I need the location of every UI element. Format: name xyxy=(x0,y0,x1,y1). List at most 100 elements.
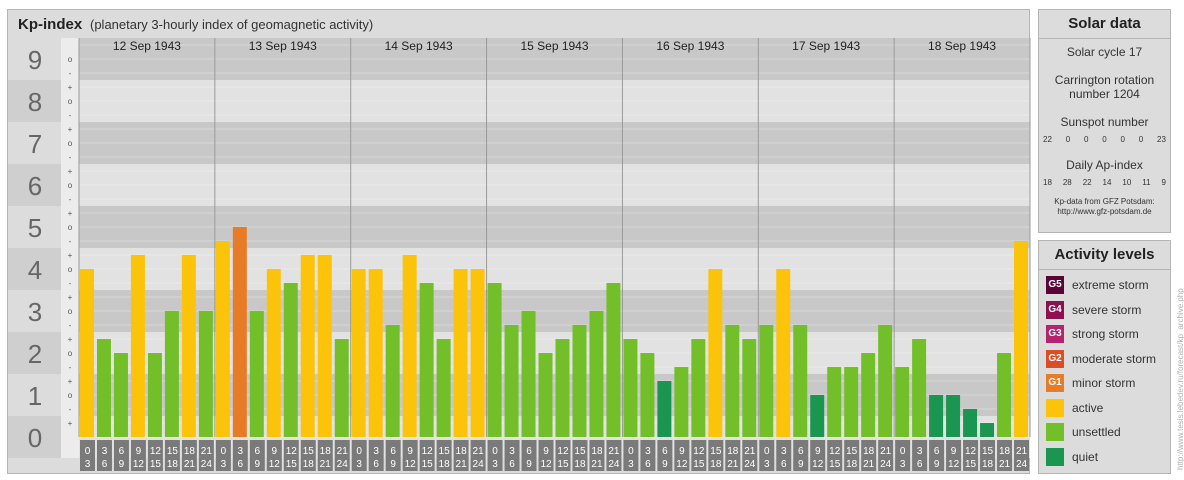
kp-bar xyxy=(164,311,179,437)
time-start-label: 12 xyxy=(965,446,977,457)
kp-bar xyxy=(674,366,689,437)
time-box xyxy=(980,440,996,471)
sublevel-mark: + xyxy=(68,251,73,260)
time-box xyxy=(266,440,282,471)
kp-bar xyxy=(80,269,94,437)
time-end-label: 21 xyxy=(456,459,468,470)
sublevel-mark: o xyxy=(68,349,73,358)
time-start-label: 12 xyxy=(286,446,298,457)
sublevel-mark: + xyxy=(68,377,73,386)
sunspot-value: 0 xyxy=(1083,135,1089,144)
y-tick-label: 3 xyxy=(28,297,42,327)
time-box xyxy=(810,440,826,471)
activity-level-row: quiet xyxy=(1039,445,1170,470)
ap-value: 28 xyxy=(1062,178,1072,187)
day-label: 16 Sep 1943 xyxy=(656,39,724,53)
kp-chart: Kp-index (planetary 3-hourly index of ge… xyxy=(8,16,1031,471)
time-box xyxy=(215,440,231,471)
kp-bar xyxy=(708,269,723,437)
time-box xyxy=(436,440,452,471)
activity-color-swatch: G1 xyxy=(1046,374,1064,393)
kp-bar xyxy=(1014,240,1028,437)
time-end-label: 3 xyxy=(221,459,227,470)
kp-bar xyxy=(113,353,128,437)
kp-bar xyxy=(334,339,349,437)
sunspot-value: 0 xyxy=(1102,135,1107,144)
chart-title: Kp-index xyxy=(18,16,83,33)
kp-bar xyxy=(419,282,434,437)
kp-bar xyxy=(283,282,298,437)
kp-bar xyxy=(130,255,145,437)
day-label: 18 Sep 1943 xyxy=(928,39,996,53)
time-start-label: 15 xyxy=(574,446,586,457)
kp-bar xyxy=(402,255,417,437)
time-box xyxy=(623,440,639,471)
time-start-label: 15 xyxy=(846,446,858,457)
time-box xyxy=(895,440,911,471)
time-end-label: 15 xyxy=(150,459,162,470)
time-end-label: 6 xyxy=(373,459,379,470)
kp-bar xyxy=(538,353,553,437)
time-end-label: 18 xyxy=(710,459,722,470)
kp-bar xyxy=(929,395,944,437)
time-start-label: 3 xyxy=(917,446,923,457)
time-box xyxy=(334,440,350,471)
time-start-label: 18 xyxy=(863,446,875,457)
time-start-label: 18 xyxy=(999,446,1011,457)
time-end-label: 15 xyxy=(557,459,569,470)
time-start-label: 0 xyxy=(356,446,362,457)
sunspot-value: 0 xyxy=(1138,135,1144,144)
time-end-label: 18 xyxy=(167,459,179,470)
activity-level-row: G3 strong storm xyxy=(1039,322,1170,347)
time-end-label: 3 xyxy=(764,459,770,470)
time-box xyxy=(946,440,962,471)
time-start-label: 3 xyxy=(509,446,515,457)
sublevel-mark: o xyxy=(68,181,73,190)
kp-bar xyxy=(504,324,519,437)
time-end-label: 9 xyxy=(526,459,532,470)
solar-panel-title: Solar data xyxy=(1039,10,1170,39)
activity-color-swatch: G3 xyxy=(1046,325,1064,344)
time-start-label: 6 xyxy=(798,446,804,457)
time-end-label: 12 xyxy=(948,459,960,470)
ap-value: 18 xyxy=(1043,178,1052,187)
time-end-label: 9 xyxy=(255,459,261,470)
sublevel-mark: o xyxy=(68,223,73,232)
time-end-label: 6 xyxy=(238,459,244,470)
time-box xyxy=(657,440,673,471)
time-box xyxy=(589,440,605,471)
sublevel-mark: - xyxy=(69,237,72,246)
time-start-label: 21 xyxy=(473,446,485,457)
time-end-label: 3 xyxy=(356,459,362,470)
time-start-label: 18 xyxy=(184,446,196,457)
time-end-label: 15 xyxy=(286,459,298,470)
time-box xyxy=(453,440,469,471)
time-end-label: 15 xyxy=(965,459,977,470)
activity-color-swatch xyxy=(1046,423,1064,442)
kp-bar xyxy=(368,269,383,437)
sublevel-mark: + xyxy=(68,83,73,92)
time-start-label: 9 xyxy=(543,446,549,457)
sunspot-label: Sunspot number xyxy=(1060,115,1149,129)
ap-value: 14 xyxy=(1102,178,1112,187)
kp-bar xyxy=(572,324,587,437)
kp-bar xyxy=(589,311,604,437)
y-tick-label: 1 xyxy=(28,381,42,411)
sublevel-mark: o xyxy=(68,97,73,106)
time-end-label: 12 xyxy=(812,459,824,470)
sublevel-mark: + xyxy=(68,335,73,344)
time-start-label: 15 xyxy=(439,446,451,457)
time-box xyxy=(470,440,486,471)
time-box xyxy=(929,440,945,471)
y-band-mark-bg xyxy=(61,290,79,332)
sublevel-mark: o xyxy=(68,307,73,316)
y-band-label-bg xyxy=(8,164,61,206)
y-band-label-bg xyxy=(8,248,61,290)
kp-bar xyxy=(521,311,536,437)
y-band-mark-bg xyxy=(61,374,79,416)
day-label: 13 Sep 1943 xyxy=(249,39,317,53)
y-band-mark-bg xyxy=(61,80,79,122)
time-end-label: 3 xyxy=(492,459,498,470)
kp-bar xyxy=(385,324,400,437)
day-label: 17 Sep 1943 xyxy=(792,39,860,53)
